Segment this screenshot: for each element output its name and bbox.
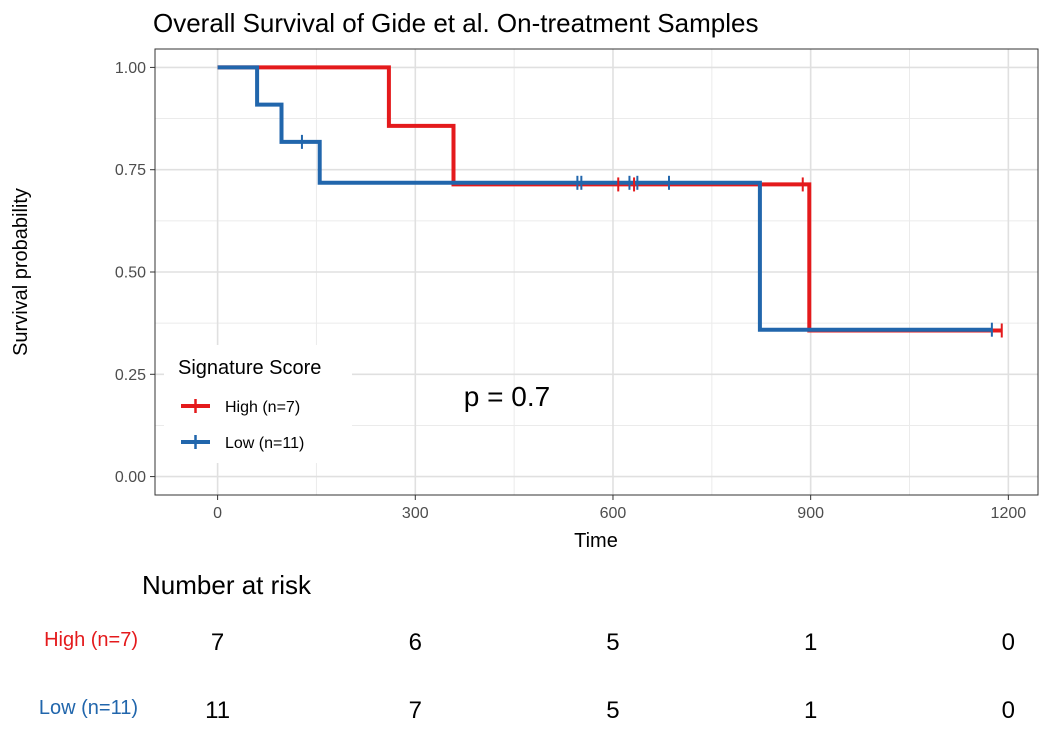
risk-row-label: Low (n=11) [39,697,138,719]
risk-table: High (n=7) 7 6 5 1 0 Low (n=11) 11 7 5 1 0 [39,629,1015,724]
grid-lines [155,49,1038,495]
y-axis-ticks: 0.00 0.25 0.50 0.75 1.00 [115,60,155,486]
x-tick-label: 1200 [991,505,1027,522]
series-line-high [217,65,1002,333]
p-value-annotation: p = 0.7 [464,381,550,412]
risk-cell: 5 [606,697,619,724]
x-tick-label: 300 [402,505,429,522]
x-axis-title: Time [574,530,618,552]
risk-cell: 0 [1002,697,1015,724]
risk-table-title: Number at risk [142,570,312,600]
risk-cell: 7 [409,697,422,724]
legend-item: High (n=7) [181,399,300,416]
legend-item: Low (n=11) [181,435,304,452]
legend-title: Signature Score [178,357,321,379]
x-tick-label: 0 [213,505,222,522]
y-tick-label: 0.50 [115,265,146,282]
x-axis-ticks: 0 300 600 900 1200 [213,495,1026,522]
y-tick-label: 0.00 [115,469,146,486]
series-line-low [217,65,992,332]
legend-label: High (n=7) [225,399,300,416]
legend-items: High (n=7) Low (n=11) [181,399,304,452]
legend-label: Low (n=11) [225,435,304,452]
y-tick-label: 0.25 [115,367,146,384]
risk-cell: 6 [409,629,422,656]
risk-cell: 5 [606,629,619,656]
risk-cell: 11 [205,697,230,724]
x-tick-label: 600 [600,505,627,522]
y-axis-title: Survival probability [10,188,32,356]
risk-row-label: High (n=7) [44,629,138,651]
risk-cell: 7 [211,629,224,656]
risk-cell: 1 [804,697,817,724]
censor-marks [300,134,1003,338]
legend: Signature Score High (n=7) Low (n=11) [164,345,352,463]
survival-curves [217,65,1002,333]
chart-title: Overall Survival of Gide et al. On-treat… [153,8,758,38]
y-tick-label: 0.75 [115,162,146,179]
risk-cell: 1 [804,629,817,656]
risk-cell: 0 [1002,629,1015,656]
y-tick-label: 1.00 [115,60,146,77]
x-tick-label: 900 [797,505,824,522]
